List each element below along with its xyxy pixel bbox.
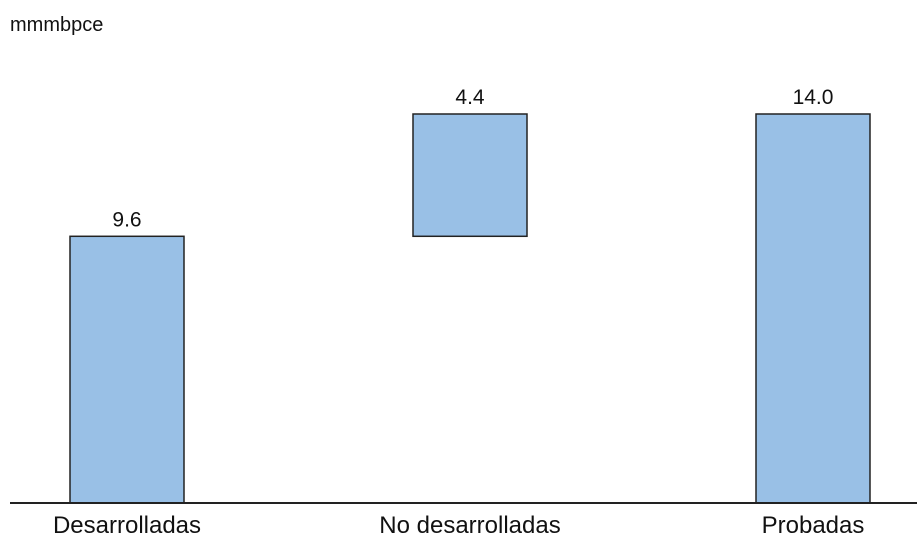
y-unit-label: mmmbpce — [10, 14, 103, 36]
category-label-3: Probadas — [762, 512, 865, 535]
value-label-3: 14.0 — [793, 86, 834, 109]
bars-layer — [69, 113, 871, 504]
category-labels: Desarrolladas No desarrolladas Probadas — [53, 512, 864, 535]
bar-1 — [69, 235, 185, 504]
labels-layer: 9.6 4.4 14.0 — [112, 86, 833, 231]
category-label-1: Desarrolladas — [53, 512, 201, 535]
bar-3 — [755, 113, 871, 504]
bar-2 — [412, 113, 528, 238]
value-label-1: 9.6 — [112, 208, 141, 231]
category-label-2: No desarrolladas — [379, 512, 560, 535]
value-label-2: 4.4 — [455, 86, 485, 109]
